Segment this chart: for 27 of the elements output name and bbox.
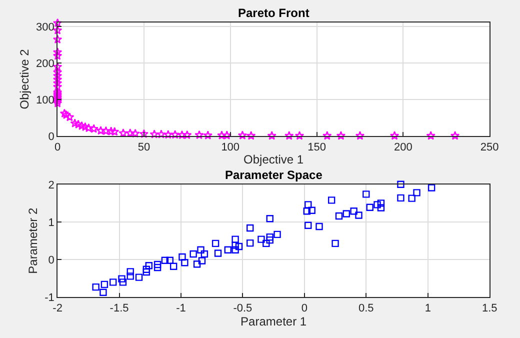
y-tick-label: 0	[48, 131, 54, 144]
x-tick-label: -0.5	[233, 302, 252, 314]
chart-title: Parameter Space	[225, 168, 323, 182]
x-tick-label: 0	[301, 302, 308, 314]
y-tick-label: 200	[36, 58, 54, 70]
x-axis-title: Objective 1	[244, 152, 304, 166]
x-tick-label: 1	[424, 302, 431, 314]
y-tick-label: 1	[48, 216, 54, 229]
y-axis-title: Parameter 2	[26, 207, 40, 274]
x-tick-label: 0.5	[358, 302, 374, 314]
y-tick-label: 100	[36, 94, 54, 107]
x-tick-label: 250	[480, 141, 499, 154]
x-tick-label: -1.5	[110, 302, 129, 314]
x-axis-title: Parameter 1	[240, 314, 307, 328]
y-tick-label: -1	[44, 292, 54, 304]
x-tick-label: -2	[52, 302, 62, 314]
y-tick-label: 0	[48, 254, 54, 266]
x-tick-label: 1.5	[482, 302, 498, 314]
x-tick-label: 50	[138, 141, 150, 154]
chart-title: Pareto Front	[238, 6, 310, 20]
y-tick-label: 300	[36, 22, 54, 34]
y-axis-title: Objective 2	[17, 48, 32, 110]
x-tick-label: 150	[308, 141, 326, 154]
x-tick-label: 200	[394, 141, 412, 154]
x-tick-label: 100	[221, 141, 240, 154]
x-tick-label: -1	[176, 302, 186, 314]
y-tick-label: 2	[48, 179, 54, 192]
